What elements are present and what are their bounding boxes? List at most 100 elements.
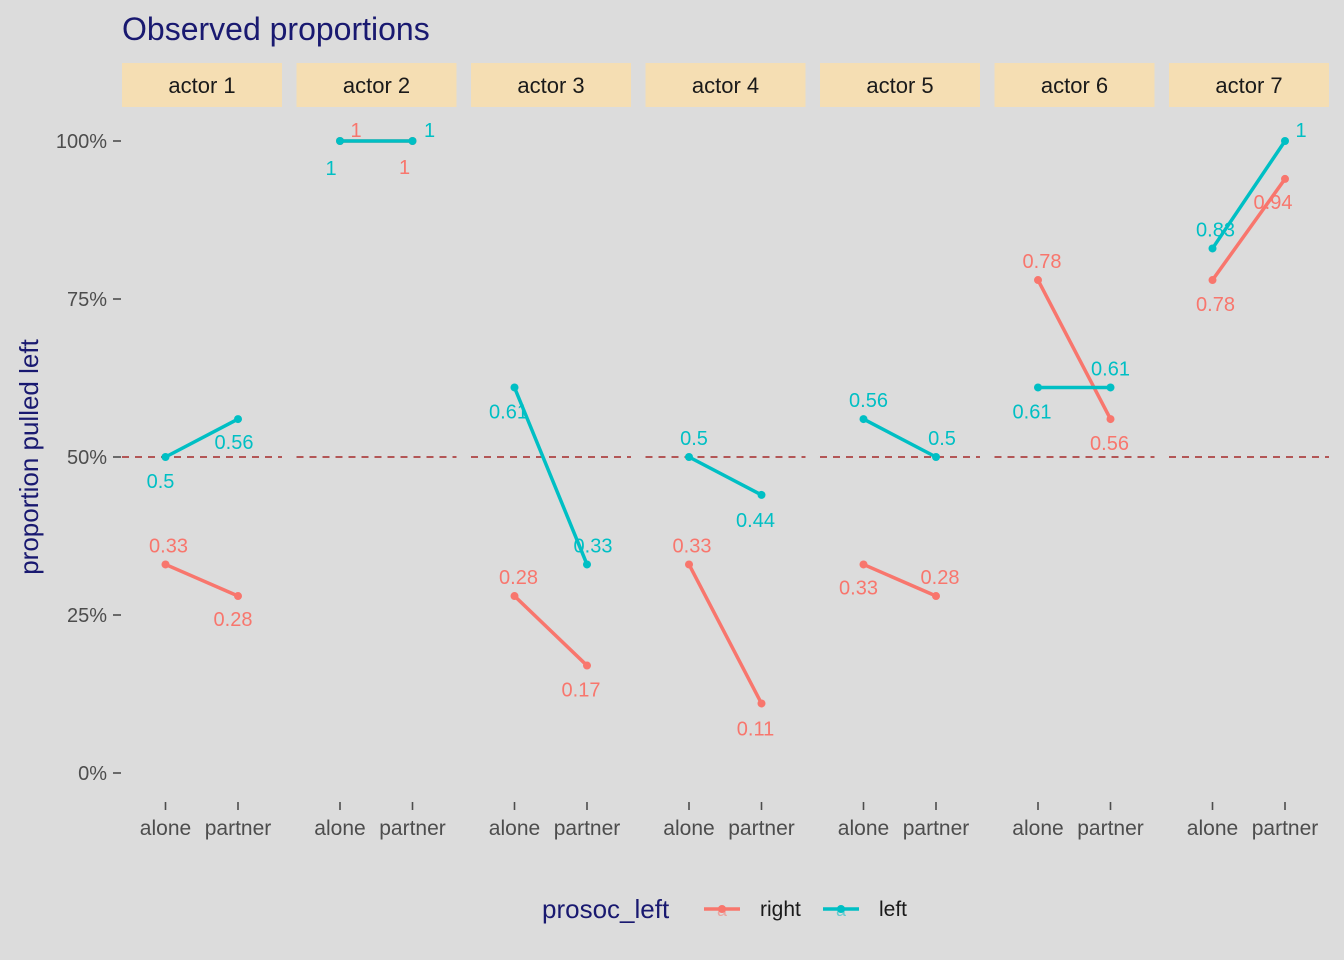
data-label-right: 0.33 (839, 577, 878, 599)
x-tick-label: alone (1187, 817, 1238, 840)
data-point-left (583, 560, 591, 569)
data-point-right (583, 661, 591, 670)
data-label-right: 0.28 (214, 609, 253, 631)
data-label-left: 0.83 (1196, 219, 1235, 241)
data-label-right: 0.17 (562, 680, 601, 702)
x-tick-label: alone (314, 817, 365, 840)
data-label-left: 0.5 (147, 471, 175, 493)
data-point-left (336, 137, 344, 145)
data-label-left: 0.61 (1091, 358, 1130, 380)
x-tick-label: partner (728, 817, 795, 840)
facet-strip-label: actor 3 (517, 73, 584, 98)
data-label-right: 0.33 (149, 535, 188, 557)
data-point-right (757, 699, 766, 708)
data-label-right: 0.28 (499, 567, 538, 589)
data-label-left: 1 (1295, 120, 1306, 142)
data-point-left (859, 415, 868, 424)
data-label-right: 0.78 (1196, 294, 1235, 316)
series-line-right (164, 562, 239, 598)
x-tick-label: partner (1077, 817, 1144, 840)
data-point-left (408, 137, 417, 145)
facet-strip-label: actor 7 (1215, 73, 1282, 98)
data-label-right: 1 (350, 120, 361, 142)
series-line-right (862, 562, 937, 598)
data-label-left: 0.5 (928, 428, 956, 450)
legend-key-point (837, 905, 845, 913)
facet-strip (1169, 63, 1329, 107)
series-line-left (164, 417, 239, 459)
legend-item-right: a right (704, 898, 801, 921)
chart-title: Observed proportions (122, 11, 430, 47)
legend-key-point (718, 905, 726, 913)
series-line-left (512, 386, 589, 566)
facet-strip-label: actor 5 (866, 73, 933, 98)
y-tick-label: 0% (78, 763, 107, 785)
panel-3: actor 3 alone partner 0.28 0.17 0.61 0.33 (471, 63, 631, 840)
data-label-right: 0.94 (1254, 192, 1293, 214)
x-tick-label: partner (205, 817, 272, 840)
panel-1: actor 1 alone partner 0.33 0.28 0.5 0.56 (122, 63, 282, 840)
x-tick-label: partner (379, 817, 446, 840)
legend-label: left (879, 898, 907, 921)
facet-strip-label: actor 1 (168, 73, 235, 98)
facet-strip-label: actor 2 (343, 73, 410, 98)
data-point-right (234, 592, 242, 601)
legend-title: prosoc_left (542, 894, 670, 924)
data-label-right: 0.11 (737, 718, 774, 740)
x-tick-label: partner (1252, 817, 1319, 840)
data-point-left (234, 415, 242, 424)
data-point-right (1281, 174, 1289, 183)
panel-4: actor 4 alone partner 0.33 0.11 0.5 0.44 (645, 63, 806, 840)
data-label-left: 0.5 (680, 428, 708, 450)
data-label-left: 0.44 (736, 510, 775, 532)
facet-strip-label: actor 4 (692, 73, 759, 98)
series-line-right (513, 594, 589, 667)
data-label-left: 0.61 (1013, 401, 1052, 423)
x-tick-label: alone (489, 817, 540, 840)
data-point-right (859, 560, 868, 569)
y-tick-label: 50% (67, 447, 107, 469)
data-point-right (1034, 276, 1042, 285)
facet-strip (471, 63, 631, 107)
x-tick-label: alone (838, 817, 889, 840)
data-point-right (1106, 415, 1115, 424)
data-point-right (685, 560, 693, 569)
legend-key-glyph: a (836, 900, 847, 920)
legend: prosoc_left a right a left (542, 894, 907, 924)
data-point-left (685, 453, 693, 461)
x-tick-label: alone (140, 817, 191, 840)
facet-strip-label: actor 6 (1041, 73, 1108, 98)
x-tick-label: alone (663, 817, 714, 840)
series-line-left (1211, 140, 1287, 250)
y-tick-label: 25% (67, 605, 107, 627)
x-tick-label: alone (1012, 817, 1063, 840)
panel-6: actor 6 alone partner 0.78 0.56 0.61 0.61 (994, 63, 1155, 840)
panel-7: actor 7 alone partner 0.78 0.94 0.83 1 (1169, 63, 1329, 840)
panel-5: actor 5 alone partner 0.33 0.28 0.56 0.5 (820, 63, 980, 840)
data-point-right (932, 592, 940, 601)
data-label-left: 1 (325, 158, 336, 180)
data-label-left: 0.33 (574, 535, 613, 557)
legend-label: right (760, 898, 801, 921)
data-point-left (510, 383, 519, 392)
data-point-left (1281, 137, 1289, 145)
x-tick-label: partner (903, 817, 970, 840)
data-label-left: 0.56 (215, 432, 254, 454)
legend-item-left: a left (823, 898, 907, 921)
data-point-left (1034, 383, 1042, 392)
facet-strip (122, 63, 282, 107)
data-point-right (510, 592, 519, 601)
series-line-right (1036, 279, 1113, 420)
data-point-left (1208, 244, 1217, 253)
data-label-left: 0.61 (489, 401, 528, 423)
legend-key-glyph: a (717, 900, 728, 920)
data-point-left (161, 453, 170, 461)
data-label-right: 0.28 (921, 567, 960, 589)
data-label-left: 0.56 (849, 390, 888, 412)
series-line-right (687, 563, 764, 705)
data-label-right: 0.78 (1023, 251, 1062, 273)
data-label-right: 0.56 (1090, 433, 1129, 455)
